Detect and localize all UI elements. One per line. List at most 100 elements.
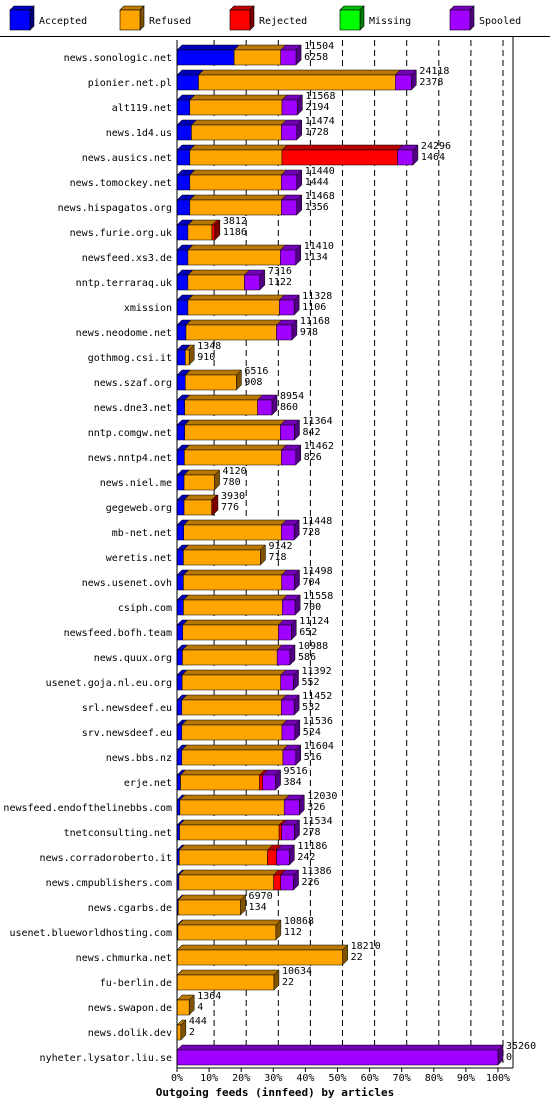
accepted-count-label: 978 — [300, 327, 318, 338]
bar-row — [176, 644, 296, 666]
bar-side — [188, 344, 195, 366]
bar-top-refused — [176, 969, 280, 976]
bar-spooled — [281, 124, 297, 141]
bar-refused — [182, 624, 279, 641]
bar-top-refused — [183, 519, 287, 526]
bar-refused — [176, 1024, 182, 1041]
bar-rejected — [281, 149, 398, 166]
x-tick-label: 20% — [232, 1073, 250, 1084]
bar-side — [297, 94, 303, 116]
bar-top-refused — [184, 369, 242, 376]
total-label: 1364 — [197, 991, 221, 1002]
bar-refused — [177, 924, 277, 941]
bar-top-refused — [233, 44, 287, 51]
total-label: 11328 — [302, 291, 332, 302]
bar-top-refused — [190, 119, 287, 126]
category-label: pionier.net.pl — [88, 78, 172, 89]
bar-row — [176, 194, 303, 216]
bar-row — [176, 244, 302, 266]
accepted-count-label: 516 — [304, 752, 322, 763]
category-label: gothmog.csi.it — [88, 353, 172, 364]
category-label: news.corradoroberto.it — [40, 853, 172, 864]
bar-accepted — [176, 574, 184, 591]
category-label: nntp.terraraq.uk — [76, 278, 172, 289]
bar-side — [259, 269, 266, 291]
accepted-count-label: 842 — [302, 427, 320, 438]
bar-accepted — [176, 324, 187, 341]
accepted-count-label: 242 — [297, 852, 315, 863]
bar-top-refused — [181, 694, 287, 701]
bar-refused — [189, 174, 282, 191]
bar-top-refused — [179, 769, 266, 776]
accepted-count-label: 860 — [280, 402, 298, 413]
bar-spooled — [281, 824, 295, 841]
category-label: news.sonologic.net — [64, 53, 172, 64]
x-tick-label: 30% — [264, 1073, 282, 1084]
bar-row — [176, 594, 301, 616]
total-label: 11468 — [305, 191, 335, 202]
bar-spooled — [282, 749, 297, 766]
category-label: usenet.blueworldhosting.com — [9, 928, 172, 939]
bar-refused — [198, 74, 396, 91]
bar-refused — [187, 224, 213, 241]
bar-refused — [181, 724, 283, 741]
bar-accepted — [176, 549, 184, 566]
bar-top-refused — [189, 94, 288, 101]
total-label: 11392 — [302, 666, 332, 677]
bar-row — [176, 519, 300, 541]
bar-spooled — [276, 324, 293, 341]
total-label: 8954 — [280, 391, 304, 402]
bar-spooled — [281, 724, 296, 741]
total-label: 11498 — [302, 566, 332, 577]
bar-spooled — [397, 149, 414, 166]
bar-refused — [189, 199, 282, 216]
bar-refused — [183, 599, 283, 616]
bar-side — [294, 569, 300, 591]
bar-accepted — [176, 499, 185, 516]
bar-side — [275, 919, 282, 941]
category-label: news.dne3.net — [94, 403, 172, 414]
bar-row — [176, 344, 195, 366]
category-label: fu-berlin.de — [100, 978, 172, 989]
bar-accepted — [176, 649, 183, 666]
bar-side — [293, 519, 300, 541]
legend-swatch — [339, 9, 361, 31]
legend-swatch — [9, 9, 31, 31]
bar-side — [299, 794, 305, 816]
bar-top-refused — [189, 194, 287, 201]
bar-row — [176, 144, 419, 166]
total-label: 4120 — [223, 466, 247, 477]
bar-spooled — [281, 99, 298, 116]
bar-side — [293, 669, 299, 691]
legend-swatch-side — [139, 5, 145, 31]
bar-refused — [184, 424, 281, 441]
bar-top-refused — [176, 944, 349, 951]
legend-item-missing: Missing — [339, 5, 411, 31]
category-label: tnetconsulting.net — [64, 828, 172, 839]
bar-row — [176, 394, 278, 416]
bar-top-refused — [181, 744, 289, 751]
bar-row — [176, 944, 349, 966]
bar-row — [176, 219, 221, 241]
legend-swatch-side — [469, 5, 475, 31]
bar-row — [176, 294, 300, 316]
bar-accepted — [176, 699, 183, 716]
bar-refused — [183, 574, 282, 591]
total-label: 12030 — [307, 791, 337, 802]
bar-side — [296, 119, 302, 141]
accepted-count-label: 524 — [303, 727, 321, 738]
bar-side — [497, 1044, 504, 1066]
bar-top-refused — [183, 444, 287, 451]
accepted-count-label: 0 — [506, 1052, 512, 1063]
bar-accepted — [176, 399, 185, 416]
x-tick-label: 0% — [171, 1073, 183, 1084]
accepted-count-label: 652 — [299, 627, 317, 638]
category-label: nyheter.lysator.liu.se — [40, 1053, 172, 1064]
bar-refused — [176, 999, 190, 1016]
bar-rejected — [259, 774, 263, 791]
bar-refused — [187, 274, 245, 291]
category-label: newsfeed.bofh.team — [64, 628, 172, 639]
bar-accepted — [176, 349, 186, 366]
legend-swatch — [119, 9, 141, 31]
